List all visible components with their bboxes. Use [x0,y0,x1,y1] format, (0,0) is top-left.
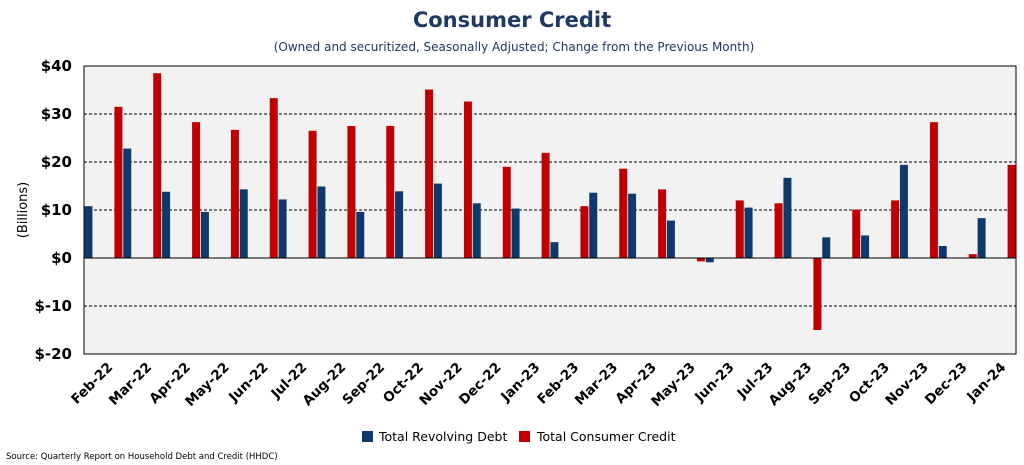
y-tick-label: $40 [41,57,72,75]
y-tick-label: $-20 [34,345,72,363]
bar-consumer-credit [1007,164,1016,258]
x-tick-label: Sep-23 [805,360,854,409]
bar-consumer-credit [347,126,356,258]
legend-swatch-revolving [362,431,373,442]
bar-consumer-credit [968,254,977,258]
gridlines [84,113,1016,307]
y-tick-label: $10 [41,201,72,219]
bar-revolving-debt [433,183,442,258]
y-axis-label: (Billions) [16,182,31,238]
bar-revolving-debt [628,193,637,258]
bar-consumer-credit [774,203,783,258]
bar-consumer-credit [852,209,861,258]
x-tick-label: Aug-22 [300,360,350,410]
bar-consumer-credit [580,206,589,258]
bar-consumer-credit [386,126,395,258]
bar-consumer-credit [658,189,667,258]
legend: Total Revolving Debt Total Consumer Cred… [362,429,676,444]
x-tick-label: Aug-23 [766,360,816,410]
x-tick-label: Mar-23 [572,360,621,409]
bar-consumer-credit [502,166,511,258]
bars [84,73,1016,330]
bar-revolving-debt [744,207,753,258]
y-tick-label: $30 [41,105,72,123]
x-tick-label: Dec-22 [456,360,505,409]
bar-consumer-credit [696,258,705,262]
bar-consumer-credit [114,106,123,258]
x-tick-label: Jan-24 [963,360,1009,406]
bar-revolving-debt [783,177,792,258]
bar-consumer-credit [425,89,434,259]
y-tick-label: $0 [51,249,72,267]
chart-title: Consumer Credit [413,8,611,32]
x-axis-ticks: Feb-22Mar-22Apr-22May-22Jun-22Jul-22Aug-… [68,360,1009,410]
bar-revolving-debt [511,208,520,258]
bar-revolving-debt [472,203,481,258]
x-tick-label: Jun-22 [225,360,271,406]
bar-consumer-credit [308,130,317,258]
bar-consumer-credit [929,122,938,258]
x-tick-label: Dec-23 [922,360,971,409]
chart-subtitle: (Owned and securitized, Seasonally Adjus… [274,40,755,54]
legend-label-revolving: Total Revolving Debt [378,429,507,444]
bar-revolving-debt [589,192,598,258]
bar-revolving-debt [356,211,365,258]
bar-revolving-debt [550,242,559,258]
bar-revolving-debt [938,246,947,258]
y-tick-label: $-10 [34,297,72,315]
bar-consumer-credit [463,101,472,259]
legend-swatch-consumer [519,431,530,442]
bar-revolving-debt [395,191,404,258]
bar-consumer-credit [891,200,900,258]
bar-revolving-debt [84,206,93,258]
bar-consumer-credit [735,200,744,258]
bar-revolving-debt [977,218,986,258]
bar-revolving-debt [123,148,132,258]
bar-revolving-debt [899,164,908,258]
x-tick-label: Mar-22 [106,360,155,409]
bar-revolving-debt [666,220,675,258]
bar-revolving-debt [861,235,870,258]
x-tick-label: Nov-22 [416,360,465,409]
bar-consumer-credit [153,73,162,258]
bar-consumer-credit [230,129,239,258]
legend-label-consumer: Total Consumer Credit [536,429,676,444]
bar-revolving-debt [705,258,714,263]
bar-consumer-credit [541,152,550,258]
bar-revolving-debt [162,191,171,258]
x-tick-label: Nov-23 [882,360,931,409]
bar-consumer-credit [619,168,628,258]
bar-revolving-debt [317,186,326,258]
x-tick-label: Sep-22 [339,360,388,409]
bar-consumer-credit [269,98,278,258]
bar-revolving-debt [200,211,209,258]
bar-revolving-debt [239,189,248,258]
bar-consumer-credit [813,258,822,330]
y-tick-label: $20 [41,153,72,171]
bar-consumer-credit [192,122,201,258]
bar-revolving-debt [278,199,287,258]
bar-revolving-debt [822,237,831,258]
x-tick-label: Jun-23 [691,360,737,406]
y-axis-ticks: $40 $30 $20 $10 $0 $-10 $-20 [34,57,72,363]
source-note: Source: Quarterly Report on Household De… [6,452,278,462]
